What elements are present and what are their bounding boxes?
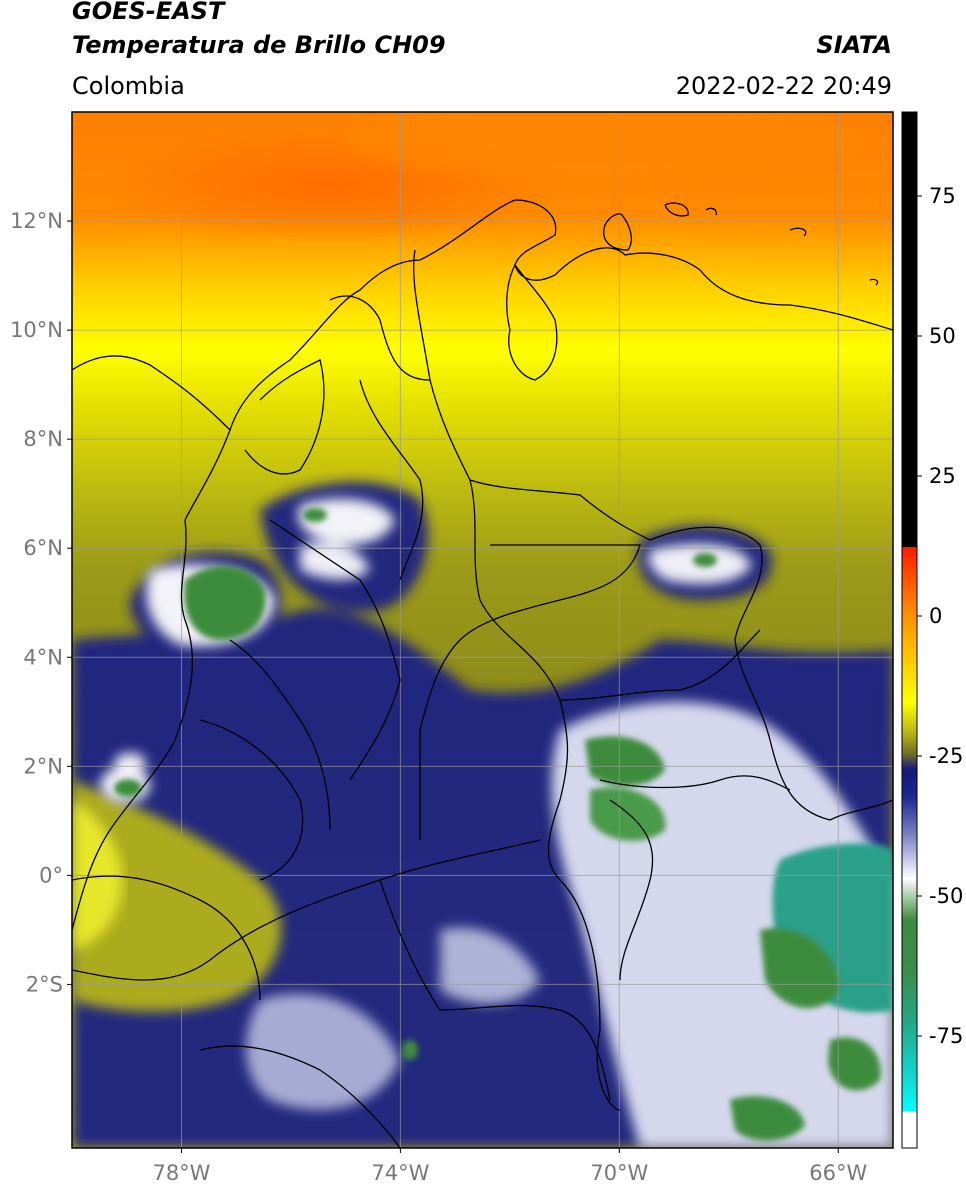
brightness-temperature-field — [72, 112, 893, 1148]
latitude-tick-label: 6°N — [23, 536, 63, 560]
map-frame — [71, 111, 894, 1149]
latitude-tick-label: 10°N — [10, 318, 63, 342]
coastlines-and-borders — [72, 199, 893, 1148]
title-line-2: Temperatura de Brillo CH09 — [72, 31, 446, 59]
title-line-1: GOES-EAST — [72, 0, 225, 25]
colorbar — [901, 111, 918, 1149]
colorbar-tick-label: -50 — [929, 884, 963, 908]
colorbar-tick-label: 75 — [929, 184, 956, 208]
colorbar-tick-label: -25 — [929, 744, 963, 768]
latitude-tick-label: 2°S — [26, 972, 63, 996]
timestamp-label: 2022-02-22 20:49 — [675, 72, 892, 100]
longitude-tick-label: 66°W — [809, 1161, 867, 1185]
longitude-tick-label: 78°W — [152, 1161, 210, 1185]
latitude-axis: 12°N 10°N 8°N 6°N 4°N 2°N 0° 2°S — [10, 209, 72, 996]
latitude-tick-label: 2°N — [23, 754, 63, 778]
colorbar-ticks: 75 50 25 0 -25 -50 -75 — [917, 184, 963, 1048]
longitude-tick-label: 74°W — [371, 1161, 429, 1185]
latitude-tick-label: 4°N — [23, 645, 63, 669]
latitude-tick-label: 0° — [39, 863, 63, 887]
colorbar-tick-label: 0 — [929, 604, 942, 628]
colorbar-tick-label: 50 — [929, 324, 956, 348]
region-label: Colombia — [72, 72, 185, 100]
colorbar-tick-label: 25 — [929, 464, 956, 488]
longitude-tick-label: 70°W — [590, 1161, 648, 1185]
longitude-axis: 78°W 74°W 70°W 66°W — [152, 1148, 867, 1185]
source-label: SIATA — [816, 31, 892, 59]
latitude-tick-label: 8°N — [23, 427, 63, 451]
latitude-tick-label: 12°N — [10, 209, 63, 233]
graticule — [72, 112, 893, 1148]
colorbar-tick-label: -75 — [929, 1024, 963, 1048]
